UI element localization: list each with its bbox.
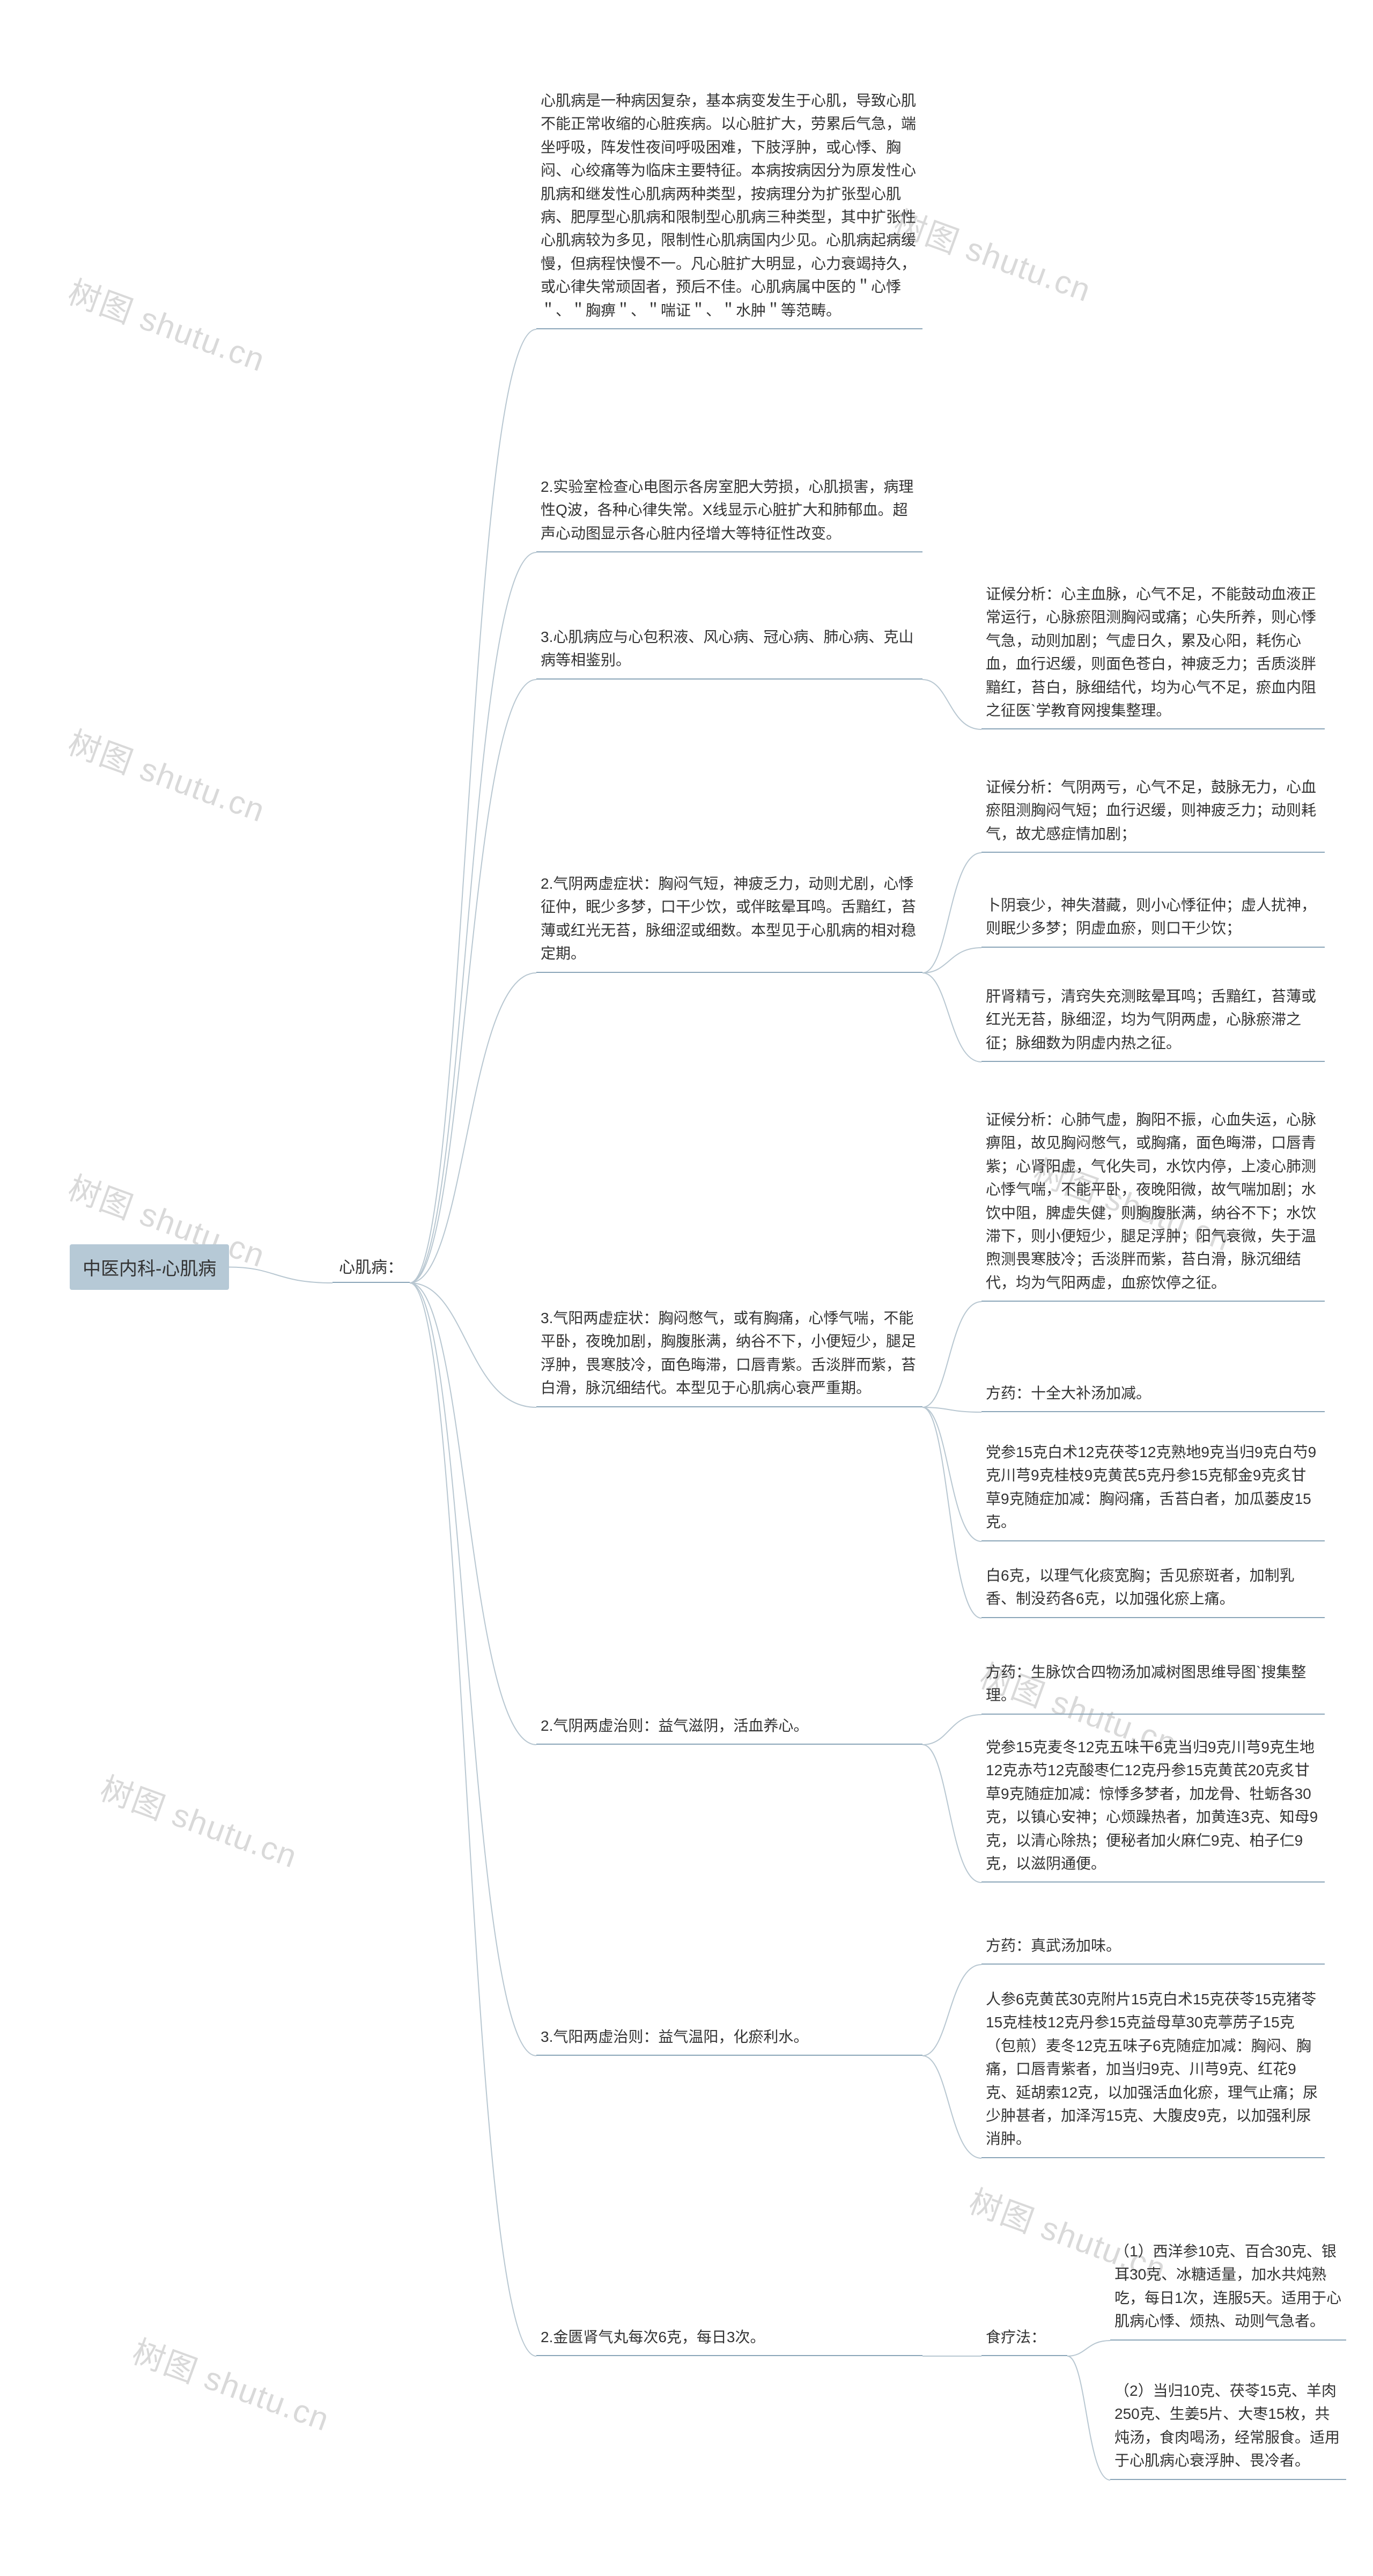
mindmap-node[interactable]: 方药：生脉饮合四物汤加减树图思维导图`搜集整理。 — [981, 1657, 1325, 1715]
connector — [922, 853, 981, 973]
connector — [922, 680, 981, 729]
connector — [410, 1283, 536, 2356]
mindmap-node[interactable]: 心肌病是一种病因复杂，基本病变发生于心肌，导致心肌不能正常收缩的心脏疾病。以心脏… — [536, 86, 922, 329]
mindmap-node[interactable]: 证候分析：气阴两亏，心气不足，鼓脉无力，心血瘀阻测胸闷气短；血行迟缓，则神疲乏力… — [981, 772, 1325, 853]
connector — [922, 1302, 981, 1407]
connector — [229, 1267, 333, 1283]
connector — [922, 973, 981, 1062]
connector — [922, 1715, 981, 1745]
connector — [410, 1283, 536, 1407]
mindmap-node[interactable]: 人参6克黄芪30克附片15克白术15克茯苓15克猪苓15克桂枝12克丹参15克益… — [981, 1984, 1325, 2158]
connector — [922, 1407, 981, 1412]
mindmap-node[interactable]: 2.气阴两虚治则：益气滋阴，活血养心。 — [536, 1711, 922, 1745]
watermark: 树图 shutu.cn — [127, 2326, 337, 2441]
connector — [410, 329, 536, 1283]
connector — [410, 552, 536, 1283]
mindmap-node[interactable]: 3.气阳两虚治则：益气温阳，化瘀利水。 — [536, 2022, 922, 2056]
mindmap-node[interactable]: （1）西洋参10克、百合30克、银耳30克、冰糖适量，加水共炖熟吃，每日1次，连… — [1110, 2237, 1346, 2341]
connector — [410, 1283, 536, 1745]
mindmap-canvas: 树图 shutu.cn 树图 shutu.cn 树图 shutu.cn 树图 shut… — [0, 0, 1373, 2576]
mindmap-node[interactable]: 证候分析：心肺气虚，胸阳不振，心血失运，心脉痹阻，故见胸闷憋气，或胸痛，面色晦滞… — [981, 1105, 1325, 1302]
mindmap-node[interactable]: （2）当归10克、茯苓15克、羊肉250克、生姜5片、大枣15枚，共炖汤，食肉喝… — [1110, 2376, 1346, 2480]
connector — [922, 1407, 981, 1541]
watermark: 树图 shutu.cn — [63, 267, 273, 381]
connector — [1067, 2341, 1110, 2356]
mindmap-node[interactable]: 2.气阴两虚症状：胸闷气短，神疲乏力，动则尤剧，心悸征仲，眠少多梦，口干少饮，或… — [536, 869, 922, 973]
mindmap-node[interactable]: 卜阴衰少，神失潜藏，则小心悸征仲；虚人扰神，则眠少多梦；阴虚血瘀，则口干少饮； — [981, 890, 1325, 948]
root-node[interactable]: 中医内科-心肌病 — [70, 1244, 229, 1290]
mindmap-node[interactable]: 肝肾精亏，清窍失充测眩晕耳鸣；舌黯红，苔薄或红光无苔，脉细涩，均为气阴两虚，心脉… — [981, 981, 1325, 1062]
mindmap-node[interactable]: 党参15克白术12克茯苓12克熟地9克当归9克白芍9克川芎9克桂枝9克黄芪5克丹… — [981, 1437, 1325, 1541]
mindmap-node[interactable]: 3.心肌病应与心包积液、风心病、冠心病、肺心病、克山病等相鉴别。 — [536, 622, 922, 680]
mindmap-node[interactable]: 白6克，以理气化痰宽胸；舌见瘀斑者，加制乳香、制没药各6克，以加强化瘀上痛。 — [981, 1561, 1325, 1618]
mindmap-node[interactable]: 党参15克麦冬12克五味干6克当归9克川芎9克生地12克赤芍12克酸枣仁12克丹… — [981, 1732, 1325, 1883]
mindmap-node[interactable]: 食疗法： — [981, 2322, 1067, 2356]
connector — [922, 1745, 981, 1883]
level1-node[interactable]: 心肌病： — [333, 1250, 410, 1283]
connector — [922, 948, 981, 973]
mindmap-node[interactable]: 证候分析：心主血脉，心气不足，不能鼓动血液正常运行，心脉瘀阻测胸闷或痛；心失所养… — [981, 579, 1325, 729]
mindmap-node[interactable]: 2.金匮肾气丸每次6克，每日3次。 — [536, 2322, 922, 2356]
mindmap-node[interactable]: 3.气阳两虚症状：胸闷憋气，或有胸痛，心悸气喘，不能平卧，夜晚加剧，胸腹胀满，纳… — [536, 1303, 922, 1407]
mindmap-node[interactable]: 方药：真武汤加味。 — [981, 1931, 1325, 1965]
watermark: 树图 shutu.cn — [63, 717, 273, 832]
connector — [922, 1965, 981, 2056]
connector — [922, 2056, 981, 2158]
connector — [1067, 2356, 1110, 2480]
connector — [410, 1283, 536, 2056]
connector — [410, 973, 536, 1283]
mindmap-node[interactable]: 2.实验室检查心电图示各房室肥大劳损，心肌损害，病理性Q波，各种心律失常。X线显… — [536, 472, 922, 552]
connector — [410, 680, 536, 1283]
connector — [922, 1407, 981, 1618]
mindmap-node[interactable]: 方药：十全大补汤加减。 — [981, 1378, 1325, 1412]
watermark: 树图 shutu.cn — [95, 1763, 305, 1878]
